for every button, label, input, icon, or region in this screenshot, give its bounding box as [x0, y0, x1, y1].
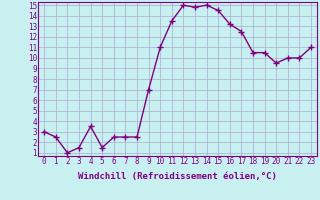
- X-axis label: Windchill (Refroidissement éolien,°C): Windchill (Refroidissement éolien,°C): [78, 172, 277, 181]
